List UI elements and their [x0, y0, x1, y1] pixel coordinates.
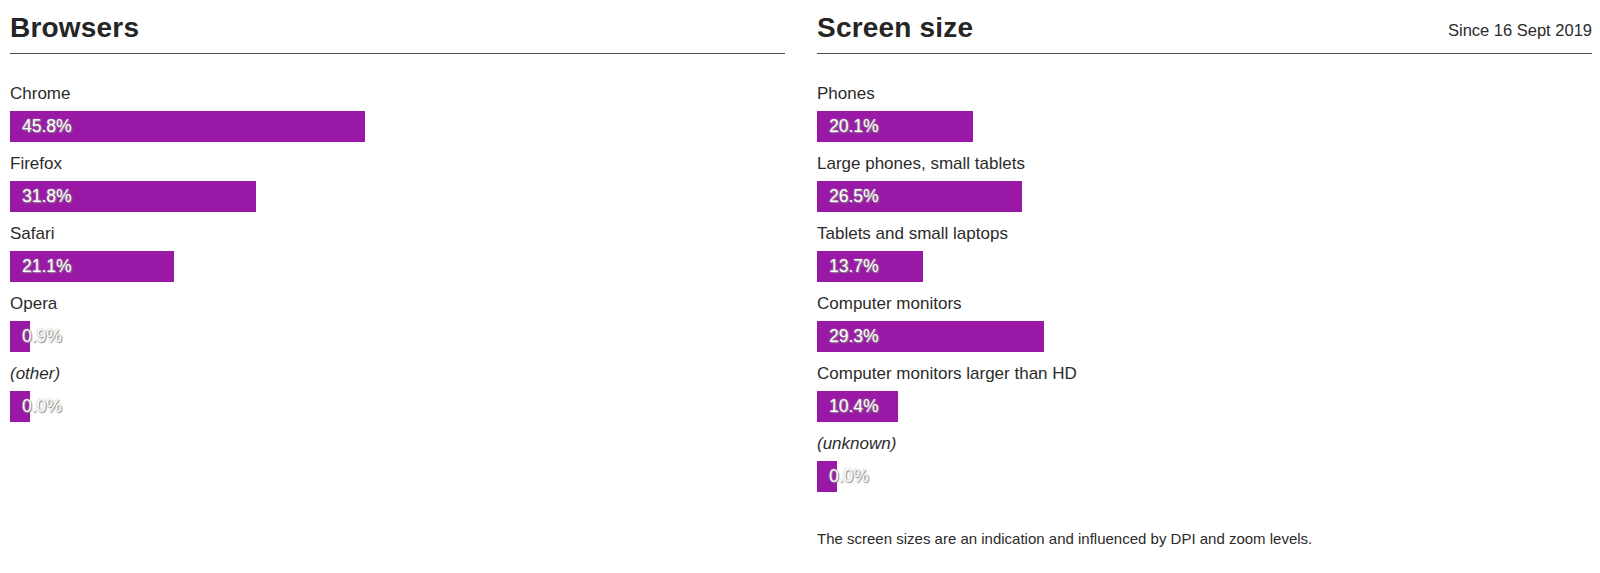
- chart-row: (other) 0.0%: [10, 364, 785, 422]
- percentage-value: 20.1%: [817, 116, 879, 137]
- category-label: Chrome: [10, 84, 785, 104]
- chart-row: Safari 21.1%: [10, 224, 785, 282]
- percentage-bar: 0.0%: [817, 461, 837, 492]
- percentage-bar: 20.1%: [817, 111, 973, 142]
- category-label: Large phones, small tablets: [817, 154, 1592, 174]
- panel-browsers-header: Browsers: [10, 13, 785, 54]
- chart-row: Computer monitors 29.3%: [817, 294, 1592, 352]
- screen-size-bar-list: Phones 20.1% Large phones, small tablets…: [817, 54, 1592, 492]
- percentage-bar: 31.8%: [10, 181, 256, 212]
- percentage-value: 45.8%: [10, 116, 72, 137]
- category-label: Firefox: [10, 154, 785, 174]
- percentage-value: 0.9%: [10, 326, 62, 347]
- percentage-value: 21.1%: [10, 256, 72, 277]
- percentage-bar: 21.1%: [10, 251, 174, 282]
- panel-browsers: Browsers Chrome 45.8% Firefox 31.8% Safa…: [10, 13, 785, 573]
- panel-screen-size-header: Screen size Since 16 Sept 2019: [817, 13, 1592, 54]
- category-label: (unknown): [817, 434, 1592, 454]
- category-label: (other): [10, 364, 785, 384]
- chart-row: (unknown) 0.0%: [817, 434, 1592, 492]
- analytics-dashboard: Browsers Chrome 45.8% Firefox 31.8% Safa…: [0, 0, 1600, 573]
- percentage-bar: 0.9%: [10, 321, 30, 352]
- category-label: Tablets and small laptops: [817, 224, 1592, 244]
- category-label: Computer monitors: [817, 294, 1592, 314]
- date-range-note: Since 16 Sept 2019: [1448, 21, 1592, 44]
- percentage-bar: 13.7%: [817, 251, 923, 282]
- panel-title-browsers: Browsers: [10, 13, 139, 44]
- chart-row: Phones 20.1%: [817, 84, 1592, 142]
- percentage-value: 0.0%: [10, 396, 62, 417]
- chart-row: Opera 0.9%: [10, 294, 785, 352]
- percentage-value: 31.8%: [10, 186, 72, 207]
- chart-row: Firefox 31.8%: [10, 154, 785, 212]
- percentage-bar: 29.3%: [817, 321, 1044, 352]
- chart-row: Tablets and small laptops 13.7%: [817, 224, 1592, 282]
- category-label: Safari: [10, 224, 785, 244]
- chart-row: Chrome 45.8%: [10, 84, 785, 142]
- panel-title-screen-size: Screen size: [817, 13, 973, 44]
- percentage-value: 13.7%: [817, 256, 879, 277]
- category-label: Computer monitors larger than HD: [817, 364, 1592, 384]
- category-label: Opera: [10, 294, 785, 314]
- panel-footer-screen-size: The screen sizes are an indication and i…: [817, 504, 1592, 547]
- percentage-bar: 45.8%: [10, 111, 365, 142]
- percentage-value: 0.0%: [817, 466, 869, 487]
- percentage-bar: 26.5%: [817, 181, 1022, 212]
- percentage-value: 26.5%: [817, 186, 879, 207]
- panel-screen-size: Screen size Since 16 Sept 2019 Phones 20…: [817, 13, 1592, 573]
- chart-row: Computer monitors larger than HD 10.4%: [817, 364, 1592, 422]
- percentage-value: 29.3%: [817, 326, 879, 347]
- percentage-bar: 0.0%: [10, 391, 30, 422]
- percentage-value: 10.4%: [817, 396, 879, 417]
- browsers-bar-list: Chrome 45.8% Firefox 31.8% Safari 21.1% …: [10, 54, 785, 422]
- chart-row: Large phones, small tablets 26.5%: [817, 154, 1592, 212]
- category-label: Phones: [817, 84, 1592, 104]
- percentage-bar: 10.4%: [817, 391, 898, 422]
